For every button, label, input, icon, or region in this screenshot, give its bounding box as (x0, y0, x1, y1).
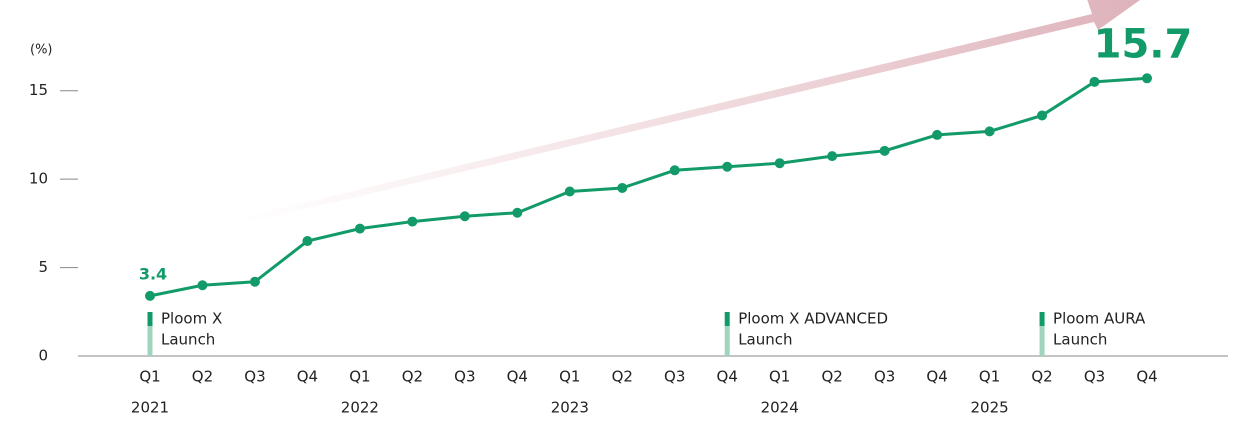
data-point (354, 223, 365, 234)
y-tick-label: 5 (38, 258, 48, 276)
x-tick-label: Q3 (664, 368, 685, 386)
data-point (1037, 110, 1048, 121)
data-point (512, 207, 523, 218)
year-label: 2025 (970, 399, 1008, 417)
x-tick-label: Q2 (1031, 368, 1052, 386)
x-tick-label: Q3 (874, 368, 895, 386)
data-point (722, 161, 733, 172)
x-tick-label: Q1 (139, 368, 160, 386)
data-point (197, 280, 208, 291)
x-tick-label: Q2 (192, 368, 213, 386)
data-point (1142, 73, 1152, 84)
launch-marker-bottom (1039, 326, 1045, 356)
launch-marker-top (724, 312, 730, 326)
x-tick-label: Q4 (297, 368, 318, 386)
x-tick-label: Q3 (454, 368, 475, 386)
x-tick-label: Q4 (507, 368, 528, 386)
value-label: 15.7 (1094, 21, 1193, 67)
launch-marker-bottom (724, 326, 730, 356)
launch-marker-bottom (147, 326, 153, 356)
value-label: 3.4 (139, 264, 167, 283)
x-tick-label: Q2 (612, 368, 633, 386)
launch-label: Launch (161, 331, 215, 349)
data-point (1089, 76, 1100, 87)
data-point (145, 290, 155, 301)
launch-label: Launch (738, 331, 792, 349)
y-tick-label: 0 (38, 347, 48, 365)
data-point (407, 216, 418, 227)
x-tick-label: Q1 (349, 368, 370, 386)
data-point (932, 129, 943, 140)
launch-label: Launch (1053, 331, 1107, 349)
y-tick-label: 15 (29, 81, 48, 99)
x-tick-label: Q4 (717, 368, 738, 386)
data-point (774, 158, 785, 169)
y-axis-label: (%) (30, 43, 53, 58)
x-tick-label: Q2 (821, 368, 842, 386)
launch-marker-top (147, 312, 153, 326)
data-point (564, 186, 575, 197)
data-point (302, 236, 313, 247)
trend-arrow (240, 0, 1140, 224)
data-point (984, 126, 995, 137)
launch-label: Ploom X (161, 310, 222, 328)
year-label: 2023 (551, 399, 589, 417)
x-tick-label: Q1 (769, 368, 790, 386)
x-tick-label: Q2 (402, 368, 423, 386)
year-label: 2024 (761, 399, 799, 417)
data-point (249, 276, 260, 287)
year-label: 2022 (341, 399, 379, 417)
x-tick-label: Q1 (979, 368, 1000, 386)
x-tick-label: Q3 (1084, 368, 1105, 386)
data-point (617, 182, 628, 193)
launch-marker-top (1039, 312, 1045, 326)
launch-label: Ploom X ADVANCED (738, 310, 888, 328)
x-tick-label: Q1 (559, 368, 580, 386)
x-tick-label: Q4 (926, 368, 947, 386)
launch-label: Ploom AURA (1053, 310, 1146, 328)
year-label: 2021 (131, 399, 169, 417)
data-point (879, 145, 890, 156)
data-point (459, 211, 470, 222)
data-point (669, 165, 680, 176)
x-tick-label: Q4 (1136, 368, 1157, 386)
data-point (827, 151, 838, 162)
y-tick-label: 10 (29, 170, 48, 188)
data-line (149, 76, 1148, 298)
x-tick-label: Q3 (244, 368, 265, 386)
